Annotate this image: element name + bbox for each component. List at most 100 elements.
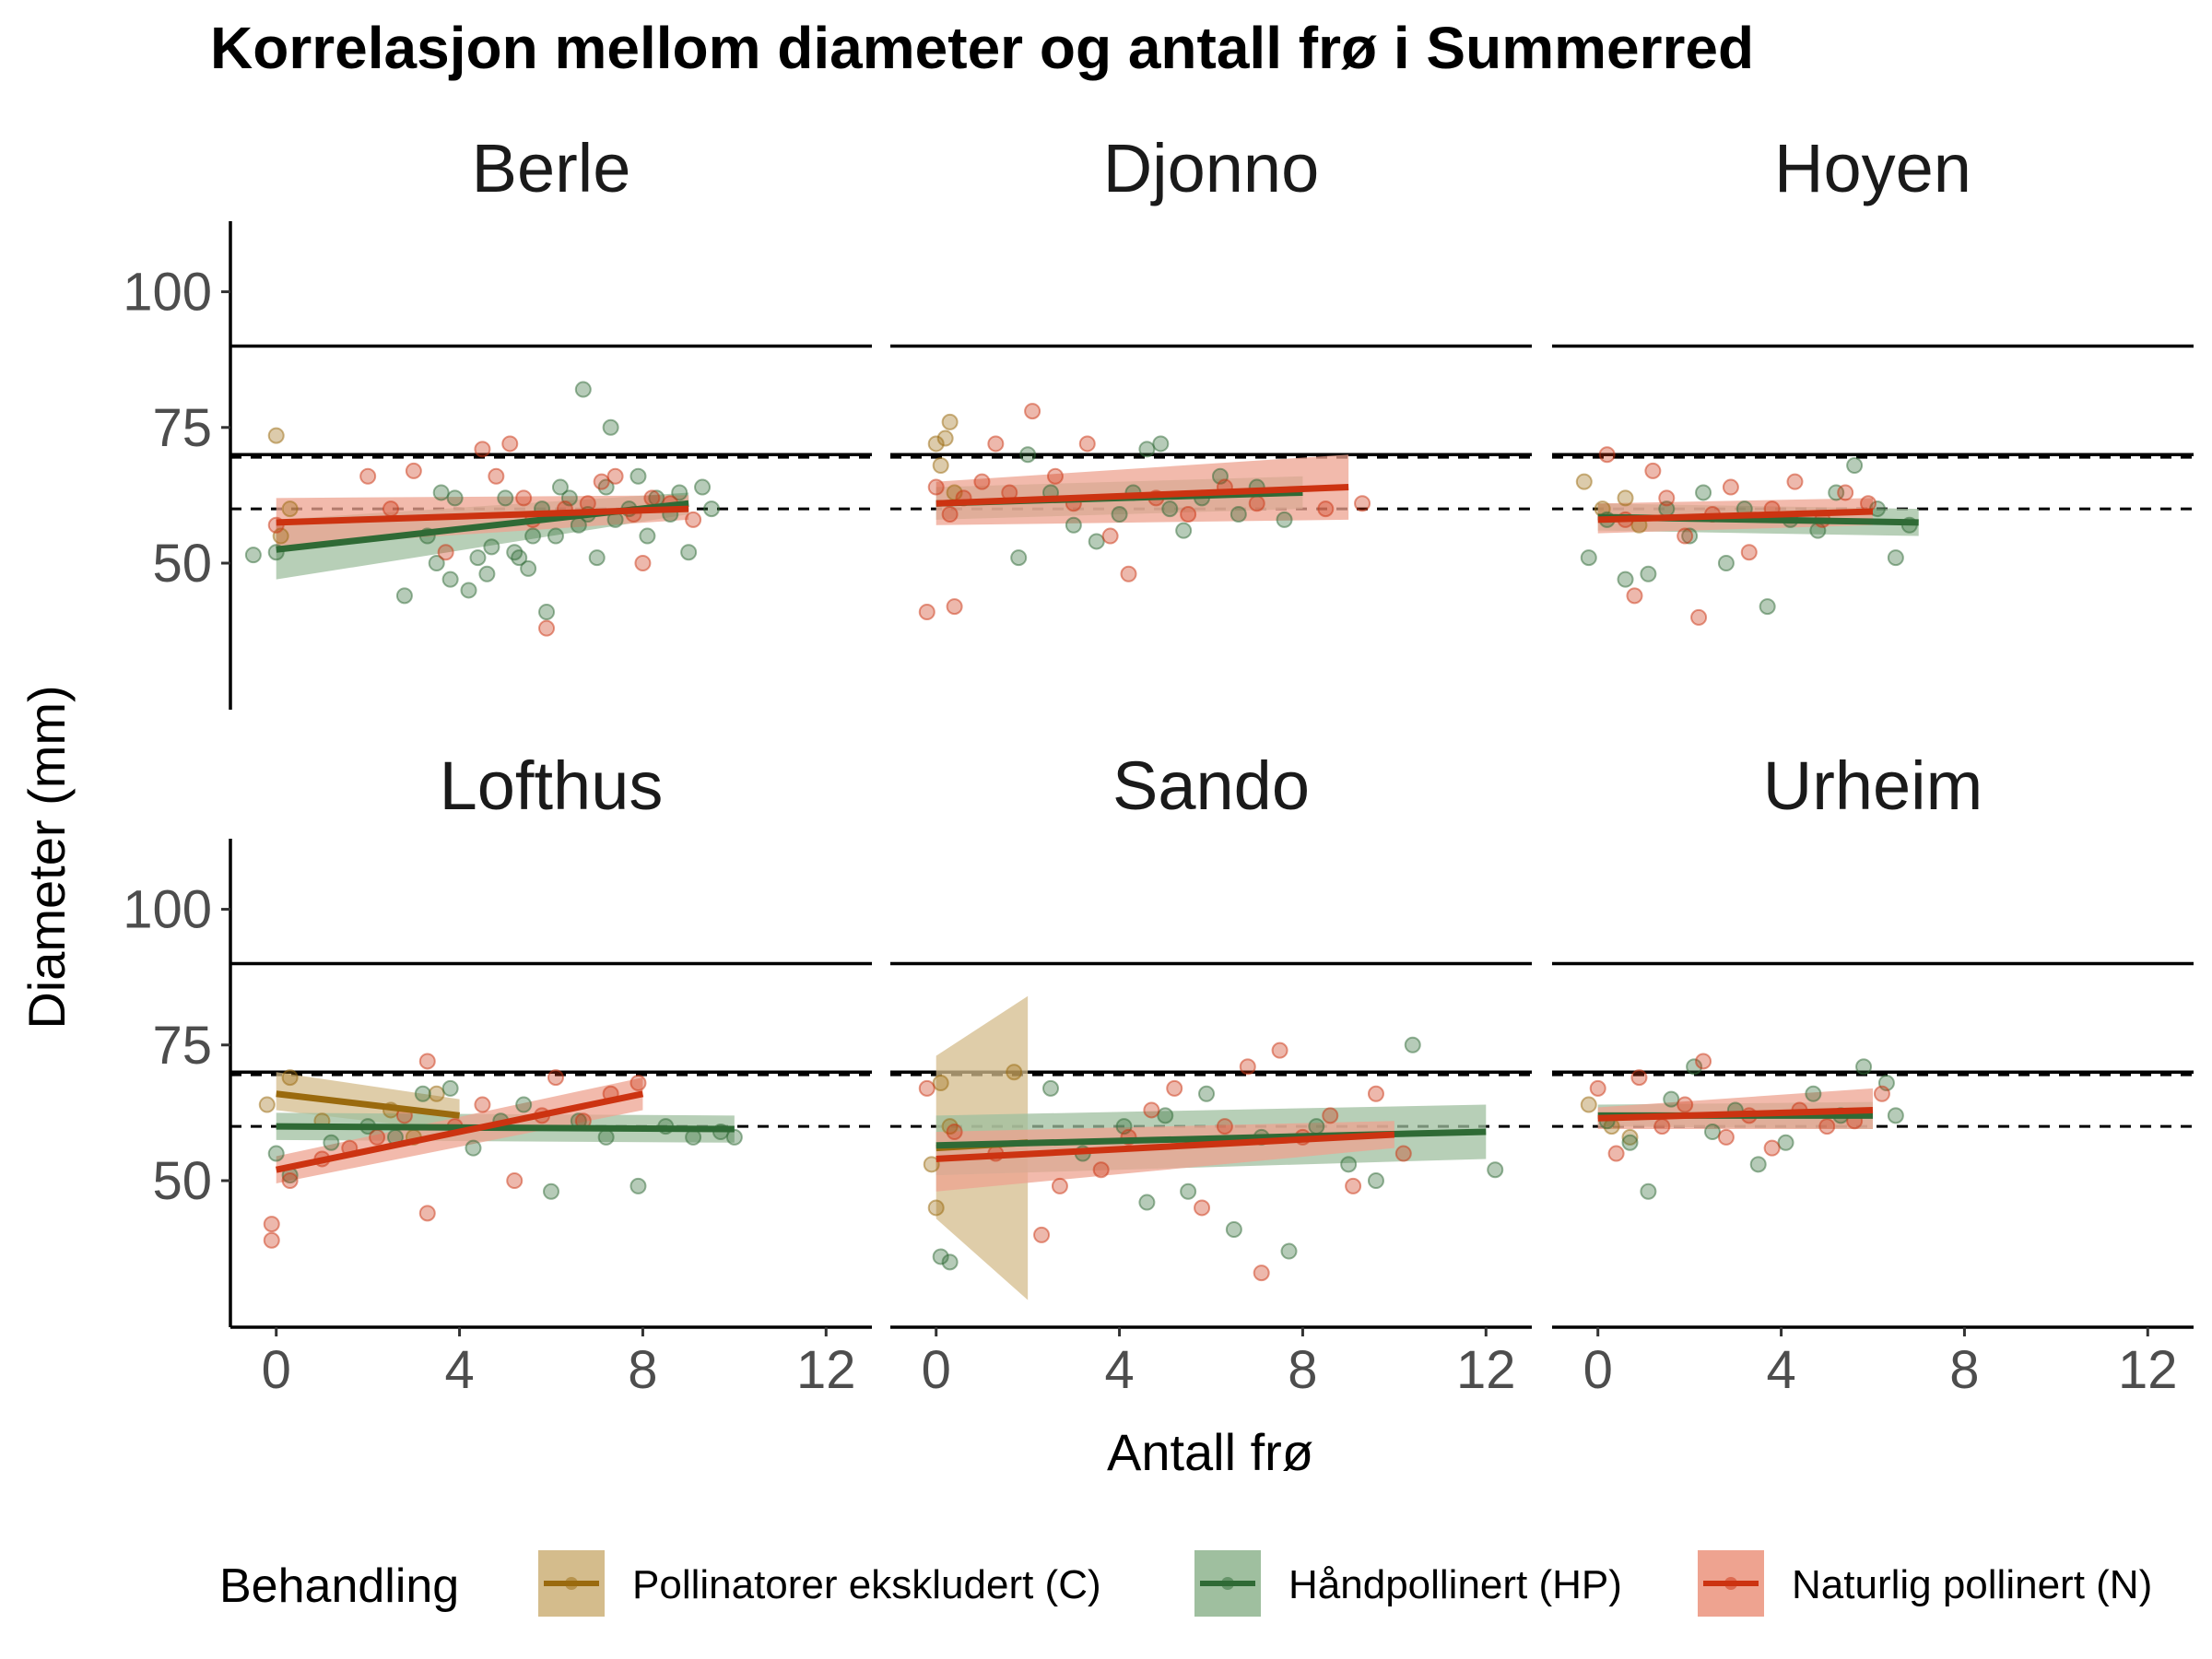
data-point-naturlig-pollinert-n [927,478,945,496]
panel-title-berle: Berle [472,130,631,206]
data-point-naturlig-pollinert-n [1248,495,1265,512]
x-tick-label: 4 [444,1340,474,1400]
data-point-h-ndpollinert-hp [1617,571,1634,588]
legend-label-c: Pollinatorer ekskludert (C) [632,1562,1101,1607]
y-tick-label: 75 [152,398,212,458]
data-point-h-ndpollinert-hp [1276,511,1293,528]
confidence-band-naturlig-pollinert-n [935,454,1349,525]
data-point-naturlig-pollinert-n [1763,1139,1781,1157]
data-point-h-ndpollinert-hp [520,559,537,577]
y-tick-label: 50 [152,534,212,594]
data-point-naturlig-pollinert-n [1598,446,1616,464]
data-point-h-ndpollinert-hp [1404,1036,1421,1053]
legend-entry-c: Pollinatorer ekskludert (C) [538,1550,1101,1617]
data-point-naturlig-pollinert-n [1051,1177,1068,1194]
data-point-h-ndpollinert-hp [465,1139,482,1157]
x-tick-label: 12 [1456,1340,1516,1400]
legend-key-point-hp [1221,1577,1234,1590]
data-point-h-ndpollinert-hp [629,1177,647,1194]
panel-title-hoyen: Hoyen [1774,130,1971,206]
legend-entry-hp: Håndpollinert (HP) [1194,1550,1622,1617]
data-point-naturlig-pollinert-n [1317,500,1335,518]
data-point-h-ndpollinert-hp [1180,1182,1197,1200]
data-point-h-ndpollinert-hp [1681,527,1699,545]
data-point-naturlig-pollinert-n [634,555,652,571]
data-point-h-ndpollinert-hp [524,527,542,545]
data-point-h-ndpollinert-hp [414,1085,431,1102]
data-point-naturlig-pollinert-n [1626,587,1643,605]
data-point-h-ndpollinert-hp [725,1128,743,1146]
data-point-h-ndpollinert-hp [395,587,413,605]
data-point-h-ndpollinert-hp [483,538,500,556]
data-point-h-ndpollinert-hp [1621,1134,1639,1151]
data-point-naturlig-pollinert-n [987,435,1005,453]
data-point-naturlig-pollinert-n [1345,1177,1362,1194]
data-point-h-ndpollinert-hp [323,1134,340,1151]
data-point-h-ndpollinert-hp [469,549,487,567]
data-point-naturlig-pollinert-n [1092,1161,1110,1179]
x-tick-label: 0 [1583,1340,1613,1400]
data-point-naturlig-pollinert-n [1271,1041,1288,1059]
x-tick-label: 8 [1288,1340,1317,1400]
data-point-h-ndpollinert-hp [602,418,619,436]
data-point-h-ndpollinert-hp [1367,1172,1384,1189]
data-point-naturlig-pollinert-n [1354,495,1371,512]
data-point-naturlig-pollinert-n [405,462,422,479]
chart-title: Korrelasjon mellom diameter og antall fr… [210,15,1754,81]
data-point-h-ndpollinert-hp [267,1145,285,1162]
x-tick-label: 0 [922,1340,951,1400]
data-point-naturlig-pollinert-n [359,467,377,485]
data-point-h-ndpollinert-hp [1088,533,1105,550]
data-point-naturlig-pollinert-n [474,1096,491,1113]
data-point-pollinatorer-ekskludert-c [923,1156,940,1173]
data-point-h-ndpollinert-hp [1138,441,1156,458]
panel-title-djonno: Djonno [1103,130,1320,206]
data-point-naturlig-pollinert-n [606,467,624,485]
data-point-naturlig-pollinert-n [547,1069,564,1087]
data-point-naturlig-pollinert-n [369,1128,386,1146]
data-point-naturlig-pollinert-n [1101,527,1119,545]
data-point-pollinatorer-ekskludert-c [258,1096,276,1113]
data-point-h-ndpollinert-hp [515,1096,533,1113]
data-point-h-ndpollinert-hp [1019,446,1037,464]
data-point-h-ndpollinert-hp [694,478,712,496]
legend-key-point-c [565,1577,578,1590]
data-point-h-ndpollinert-hp [1640,565,1657,582]
data-point-naturlig-pollinert-n [1607,1145,1625,1162]
regression-line-naturlig-pollinert-n [1597,1106,1874,1122]
regression-line-pollinatorer-ekskludert-c [276,1090,460,1119]
data-point-naturlig-pollinert-n [1658,489,1676,507]
panel-urheim: Urheim 0 4 8 12 [1552,747,2194,1400]
data-point-naturlig-pollinert-n [685,511,702,528]
data-point-pollinatorer-ekskludert-c [927,1199,945,1217]
data-point-h-ndpollinert-hp [1157,1107,1174,1124]
data-point-h-ndpollinert-hp [511,549,528,567]
data-point-h-ndpollinert-hp [441,1079,459,1097]
data-point-naturlig-pollinert-n [538,619,556,637]
legend-key-point-n [1724,1577,1737,1590]
data-point-naturlig-pollinert-n [418,1053,436,1070]
panel-title-sando: Sando [1112,747,1310,824]
x-tick-label: 8 [1949,1340,1979,1400]
x-tick-label: 12 [2118,1340,2178,1400]
data-point-naturlig-pollinert-n [1367,1085,1384,1102]
panel-berle: Berle 50 75 100 [123,130,872,710]
regression-line-naturlig-pollinert-n [1597,508,1874,524]
regression-line-h-ndpollinert-hp [935,1128,1487,1149]
panel-hoyen: Hoyen [1552,130,2194,626]
data-point-h-ndpollinert-hp [1846,457,1864,474]
data-point-h-ndpollinert-hp [1704,1124,1721,1140]
data-point-pollinatorer-ekskludert-c [932,1075,949,1091]
regression-line-naturlig-pollinert-n [935,484,1349,507]
data-point-h-ndpollinert-hp [1640,1182,1657,1200]
y-tick-label: 100 [123,263,212,323]
data-point-h-ndpollinert-hp [1759,598,1776,616]
legend-label-n: Naturlig pollinert (N) [1792,1562,2152,1607]
data-point-naturlig-pollinert-n [1166,1079,1183,1097]
data-point-h-ndpollinert-hp [680,544,698,561]
legend-title: Behandling [219,1559,459,1613]
data-point-h-ndpollinert-hp [703,500,720,518]
regression-line-naturlig-pollinert-n [276,1090,644,1173]
data-point-naturlig-pollinert-n [1239,1058,1256,1076]
data-point-naturlig-pollinert-n [1677,1096,1694,1113]
